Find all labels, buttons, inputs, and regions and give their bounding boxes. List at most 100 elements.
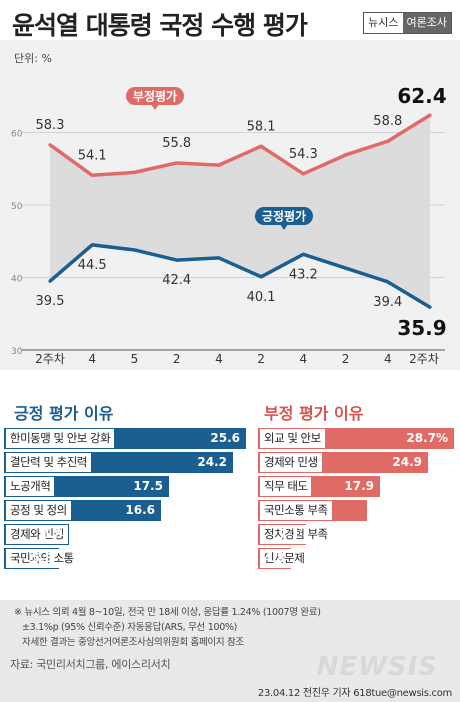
footnote-line-1: ※ 뉴시스 의뢰 4월 8~10일, 전국 만 18세 이상, 응답률 1.24… [14,607,321,618]
negative-reason-value: 24.9 [392,455,422,469]
positive-reason-value: 6.9 [41,527,63,541]
x-tick-label: 2 [173,352,181,366]
negative-reason-label: 정치경험 부족 [260,525,332,544]
positive-point [132,248,137,252]
negative-reason-value: 17.9 [344,479,374,493]
positive-value-label: 35.9 [397,316,446,340]
positive-reason-value: 16.6 [125,503,155,517]
positive-value-label: 40.1 [247,290,276,305]
negative-reason-row: 정치경험 부족 7.1 [258,524,456,548]
x-tick-label: 4 [384,352,392,366]
brand-poll: 여론조사 [402,13,451,33]
negative-reason-label: 경제와 민생 [260,453,322,472]
positive-point [48,279,52,283]
negative-point [428,113,432,117]
positive-reason-label: 한미동맹 및 안보 강화 [6,429,115,448]
x-tick-label: 2 [342,352,350,366]
x-tick-label: 2주차 [409,352,439,366]
positive-reason-row: 노공개혁 17.5 [4,476,248,500]
negative-reason-value: 4.8 [263,551,285,565]
y-tick-label: 50 [11,202,23,212]
negative-reason-label: 인사문제 [260,549,309,568]
positive-point [90,243,94,247]
credit-line: 23.04.12 전진우 기자 618tue@newsis.com [257,688,452,699]
x-tick-label: 4 [300,352,308,366]
positive-reason-label: 결단력 및 추진력 [6,453,91,472]
footnote-line-2: ±3.1%p (95% 신뢰수준) 자동응답(ARS, 무선 100%) [22,622,238,633]
positive-reason-row: 공정 및 정의 16.6 [4,500,248,524]
positive-reason-value: 25.6 [210,431,240,445]
x-tick-label: 5 [131,352,139,366]
positive-series-label: 긍정평가 [262,209,306,224]
positive-series-label-pointer [280,224,288,230]
positive-line [48,243,431,309]
negative-point [90,173,94,177]
negative-series-label: 부정평가 [133,89,177,104]
reasons-section: 긍정 평가 이유 부정 평가 이유 한미동맹 및 안보 강화 25.6 결단력 및 … [0,370,460,600]
negative-value-label: 58.3 [36,118,65,133]
negative-value-label: 58.8 [373,114,402,129]
negative-reason-row: 경제와 민생 24.9 [258,452,456,476]
negative-reasons-title: 부정 평가 이유 [264,404,364,423]
negative-point [217,163,221,167]
x-tick-label: 4 [215,352,223,366]
x-tick-label: 2 [257,352,265,366]
negative-reason-row: 국민소통 부족 [258,500,456,524]
positive-value-label: 44.5 [78,258,107,273]
negative-point [301,172,305,176]
negative-reason-label: 외교 및 안보 [260,429,325,448]
positive-reason-label: 공정 및 정의 [6,501,71,520]
negative-point [386,139,390,143]
negative-point [175,161,179,165]
negative-value-label: 62.4 [397,84,446,108]
negative-series-label-pointer [151,104,159,110]
positive-reason-value: 5.8 [31,551,53,565]
brand-badge: 뉴시스 여론조사 [363,12,452,34]
negative-value-label: 58.1 [247,119,276,134]
positive-reason-label: 국민과의 소통 [6,549,78,568]
positive-point [386,280,390,284]
x-tick-label: 2주차 [35,352,65,366]
gap-band [50,115,430,308]
negative-value-label: 55.8 [162,136,191,151]
x-tick-label: 4 [88,352,96,366]
positive-point [428,305,432,309]
negative-reason-row: 직무 태도 17.9 [258,476,456,500]
positive-point [343,266,348,270]
positive-reasons-title: 긍정 평가 이유 [14,404,114,423]
positive-reason-row: 한미동맹 및 안보 강화 25.6 [4,428,248,452]
positive-series-label-bg [255,207,313,225]
header: 윤석열 대통령 국정 수행 평가 뉴시스 여론조사 [0,0,460,46]
footnote-line-3: 자세한 결과는 중앙선거여론조사심의위원회 홈페이지 참조 [22,637,244,648]
positive-reason-label: 노공개혁 [6,477,55,496]
negative-reason-value: 28.7% [406,431,448,445]
positive-value-label: 42.4 [162,273,191,288]
positive-point [301,252,305,256]
negative-reason-row: 인사문제 4.8 [258,548,456,572]
positive-reason-row: 국민과의 소통 5.8 [4,548,248,572]
negative-point [343,153,348,157]
negative-reason-label: 직무 태도 [260,477,312,496]
positive-point [175,258,179,262]
approval-line-chart: 단위: % 30 40 50 60 58.3 54.1 55.8 58.1 54.3 58.8 62.… [11,52,447,366]
positive-reasons-list: 한미동맹 및 안보 강화 25.6 결단력 및 추진력 24.2 노공개혁 17.5 공정 … [4,428,248,572]
negative-point [132,170,137,174]
positive-value-label: 39.5 [36,294,65,309]
footnote: ※ 뉴시스 의뢰 4월 8~10일, 전국 만 18세 이상, 응답률 1.24… [0,600,460,702]
negative-value-label: 54.1 [78,148,107,163]
y-tick-label: 30 [11,347,23,357]
page-title: 윤석열 대통령 국정 수행 평가 [12,11,308,40]
newsis-watermark: NEWSIS [316,652,438,682]
y-tick-label: 60 [11,130,23,140]
positive-reason-value: 24.2 [197,455,227,469]
positive-point [217,256,221,260]
unit-label: 단위: % [14,52,52,65]
brand-newsis: 뉴시스 [364,13,403,33]
positive-reason-row: 결단력 및 추진력 24.2 [4,452,248,476]
negative-point [48,143,52,147]
positive-point [259,275,263,279]
negative-series-label-bg [126,87,184,105]
negative-reason-row: 외교 및 안보 28.7% [258,428,456,452]
negative-reason-label: 국민소통 부족 [260,501,332,520]
